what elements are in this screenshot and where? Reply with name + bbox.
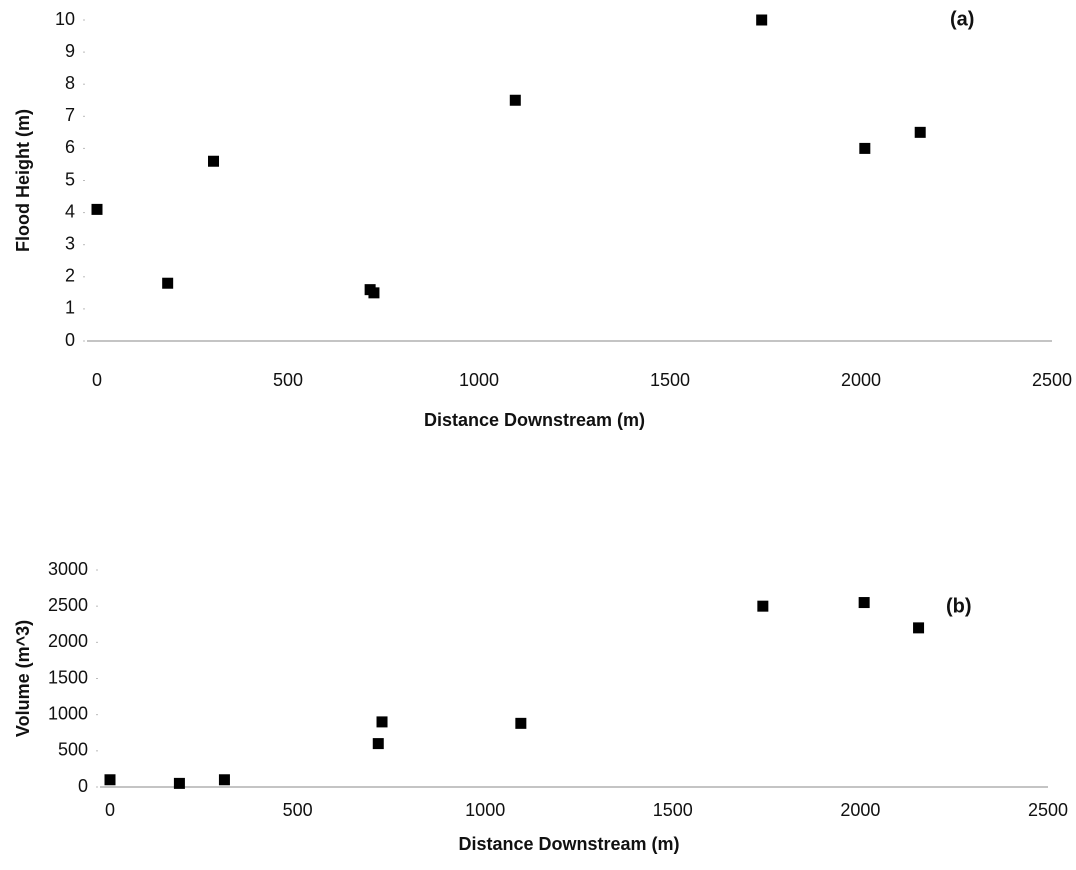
y-tick-label: 7 [65, 105, 75, 125]
point [162, 277, 174, 289]
x-tick-label: 1500 [650, 370, 690, 390]
point [859, 142, 871, 154]
annotation: (a) [950, 8, 974, 30]
point [756, 14, 768, 26]
point [913, 622, 925, 634]
point [218, 774, 230, 786]
point [372, 738, 384, 750]
point [104, 774, 116, 786]
x-tick-label: 500 [273, 370, 303, 390]
point [515, 717, 527, 729]
x-tick-label: 0 [105, 800, 115, 820]
x-tick-label: 1500 [653, 800, 693, 820]
y-axis-title: Flood Height (m) [13, 109, 33, 252]
point [757, 600, 769, 612]
point [173, 777, 185, 789]
x-tick-label: 2000 [841, 370, 881, 390]
x-axis-title: Distance Downstream (m) [424, 410, 645, 430]
point [858, 597, 870, 609]
x-tick-label: 500 [283, 800, 313, 820]
y-tick-label: 1 [65, 298, 75, 318]
y-tick-label: 5 [65, 169, 75, 189]
y-tick-label: 0 [78, 776, 88, 796]
y-tick-label: 0 [65, 330, 75, 350]
x-tick-label: 2500 [1028, 800, 1068, 820]
y-tick-label: 1000 [48, 703, 88, 723]
y-axis-title: Volume (m^3) [13, 620, 33, 737]
point [509, 94, 521, 106]
y-tick-label: 6 [65, 137, 75, 157]
y-tick-label: 1500 [48, 667, 88, 687]
x-tick-label: 1000 [459, 370, 499, 390]
point [914, 126, 926, 138]
x-tick-label: 2000 [840, 800, 880, 820]
y-tick-label: 3000 [48, 559, 88, 579]
point [91, 203, 103, 215]
y-tick-label: 2000 [48, 631, 88, 651]
x-tick-label: 1000 [465, 800, 505, 820]
x-tick-label: 0 [92, 370, 102, 390]
point [368, 287, 380, 299]
y-tick-label: 2500 [48, 595, 88, 615]
y-tick-label: 9 [65, 41, 75, 61]
point [376, 716, 388, 728]
y-tick-label: 8 [65, 73, 75, 93]
annotation: (b) [946, 595, 972, 617]
x-axis-title: Distance Downstream (m) [458, 834, 679, 854]
x-tick-label: 2500 [1032, 370, 1072, 390]
y-tick-label: 2 [65, 266, 75, 286]
point [208, 155, 220, 167]
y-tick-label: 4 [65, 201, 75, 221]
y-tick-label: 10 [55, 9, 75, 29]
y-tick-label: 3 [65, 233, 75, 253]
y-tick-label: 500 [58, 740, 88, 760]
